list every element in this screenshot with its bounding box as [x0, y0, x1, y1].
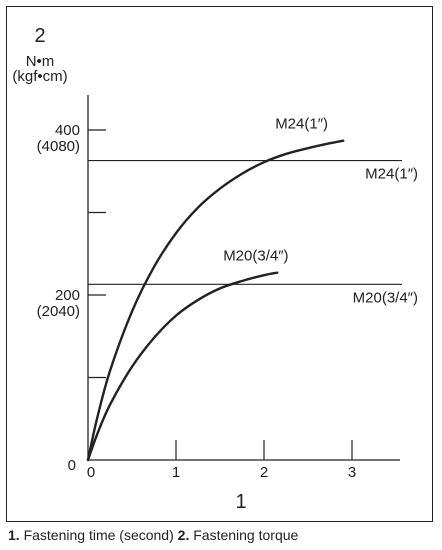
reference-line-label: M24(1″): [365, 166, 418, 183]
x-tick-label: 0: [87, 464, 95, 481]
y-unit-primary: N•m: [26, 53, 55, 70]
x-tick-label: 1: [172, 464, 180, 481]
y-tick-label: 200: [55, 287, 80, 304]
y-unit-secondary: (kgf•cm): [12, 68, 67, 85]
caption-number-1: 1.: [8, 527, 20, 543]
caption-text-2: Fastening torque: [189, 527, 299, 543]
y-tick-label: 0: [68, 457, 76, 474]
reference-line-label: M20(3/4″): [353, 289, 418, 306]
figure-caption: 1. Fastening time (second) 2. Fastening …: [8, 527, 298, 543]
caption-number-2: 2.: [177, 527, 190, 543]
x-axis-number: 1: [235, 491, 246, 513]
y-axis-number: 2: [34, 25, 45, 47]
series-line: [86, 139, 345, 462]
x-tick-label: 3: [348, 464, 356, 481]
chart-frame: [6, 6, 433, 522]
series-label: M24(1″): [275, 116, 328, 133]
y-tick-sublabel: (4080): [37, 138, 80, 155]
series-label: M20(3/4″): [223, 248, 288, 265]
caption-text-1: Fastening time (second): [19, 527, 178, 543]
y-tick-label: 400: [55, 122, 80, 139]
x-tick-label: 2: [260, 464, 268, 481]
series-line: [86, 271, 279, 462]
y-tick-sublabel: (2040): [37, 303, 80, 320]
